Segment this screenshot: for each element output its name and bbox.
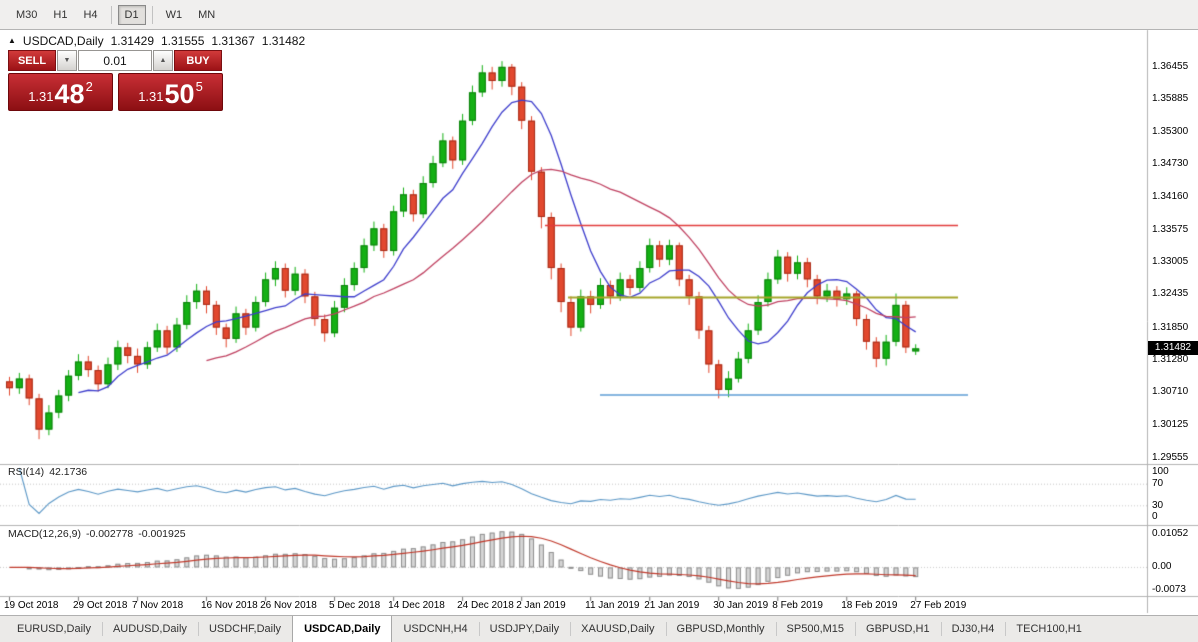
chart-tab-bar: EURUSD,Daily AUDUSD,Daily USDCHF,Daily USDC…	[0, 615, 1198, 642]
price-axis-label: 1.35885	[1152, 92, 1189, 104]
timeframe-button-w1[interactable]: W1	[165, 8, 183, 21]
price-axis-label: 1.33575	[1152, 223, 1189, 235]
time-axis-label: 11 Jan 2019	[585, 600, 640, 611]
ask-price-sup-digit: 5	[195, 79, 203, 94]
bottom-tab-eurusd-daily[interactable]: EURUSD,Daily	[17, 623, 91, 635]
price-axis-label: 1.30710	[1152, 386, 1189, 398]
time-axis-label: 21 Jan 2019	[644, 600, 700, 611]
timeframe-button-h1[interactable]: H1	[53, 8, 68, 21]
macd-indicator-name: MACD(12,26,9)	[8, 528, 81, 540]
trade-prices-row: 1.31 48 2 1.31 50 5	[8, 73, 224, 111]
macd-axis-label: -0.0073	[1152, 584, 1186, 595]
macd-axis-label: 0.01052	[1152, 528, 1189, 539]
price-axis-label: 1.29555	[1152, 451, 1189, 463]
rsi-axis-label: 100	[1152, 466, 1169, 477]
ask-price-main: 1.31	[138, 89, 164, 104]
time-axis-label: 14 Dec 2018	[388, 600, 445, 611]
macd-axis-label: 0.00	[1152, 561, 1172, 573]
price-axis-label: 1.35300	[1152, 126, 1189, 138]
lot-increase-button[interactable]: ▲	[153, 50, 173, 71]
rsi-axis-label: 0	[1152, 511, 1158, 522]
price-axis-label: 1.31280	[1152, 353, 1189, 365]
price-axis-label: 1.32435	[1152, 288, 1189, 300]
bottom-tab-usdcnh-h4[interactable]: USDCNH,H4	[403, 623, 468, 635]
bottom-tab-audusd-daily[interactable]: AUDUSD,Daily	[101, 616, 198, 642]
time-axis-label: 26 Nov 2018	[260, 600, 317, 611]
macd-main-value: -0.002778	[85, 528, 134, 540]
time-axis-label: 5 Dec 2018	[329, 600, 381, 611]
rsi-indicator-value: 42.1736	[49, 466, 88, 478]
rsi-indicator-header: RSI(14) 42.1736	[8, 466, 92, 478]
ask-price-big-digits: 50	[164, 79, 195, 109]
timeframe-button-m30[interactable]: M30	[16, 8, 38, 21]
sell-button[interactable]: SELL	[8, 50, 56, 71]
time-axis-label: 19 Oct 2018	[4, 600, 59, 611]
rsi-axis-label: 30	[1152, 499, 1164, 511]
price-axis-label: 1.34730	[1152, 158, 1189, 170]
bid-price-box[interactable]: 1.31 48 2	[8, 73, 113, 111]
bottom-tab-dj30-h4[interactable]: DJ30,H4	[940, 616, 1006, 642]
time-axis-label: 8 Feb 2019	[772, 600, 823, 611]
time-axis-label: 29 Oct 2018	[72, 600, 128, 611]
bottom-tab-gbpusd-monthly[interactable]: GBPUSD,Monthly	[665, 616, 776, 642]
rsi-axis-label: 70	[1152, 478, 1164, 490]
ohlc-open-value: 1.31429	[110, 34, 154, 48]
timeframe-button-d1[interactable]: D1	[117, 4, 146, 25]
macd-signal-value: -0.001925	[138, 528, 186, 540]
bottom-tab-tech100-h1[interactable]: TECH100,H1	[1005, 616, 1092, 642]
current-price-tag: 1.31482	[1148, 341, 1198, 356]
toolbar-separator	[110, 5, 112, 24]
bid-price-main: 1.31	[28, 89, 54, 104]
bottom-tab-sp500-m15[interactable]: SP500,M15	[775, 616, 855, 642]
ohlc-high-value: 1.31555	[161, 34, 205, 48]
price-axis-label: 1.31850	[1152, 321, 1189, 333]
time-axis-label: 16 Nov 2018	[201, 600, 258, 611]
ohlc-close-value: 1.31482	[261, 34, 306, 48]
time-axis-label: 24 Dec 2018	[457, 600, 514, 611]
buy-button[interactable]: BUY	[174, 50, 222, 71]
price-axis-label: 1.36455	[1152, 60, 1189, 72]
bottom-tab-gbpusd-h1[interactable]: GBPUSD,H1	[855, 616, 941, 642]
chart-header: ▲ USDCAD,Daily 1.31429 1.31555 1.31367 1…	[8, 34, 305, 48]
timeframe-toolbar: M30 H1 H4 D1 W1 MN	[0, 0, 1198, 30]
time-axis-label: 18 Feb 2019	[841, 600, 898, 611]
bottom-tab-usdcad-daily[interactable]: USDCAD,Daily	[292, 616, 393, 642]
trade-controls-row: SELL ▼ 0.01 ▲ BUY	[8, 50, 224, 71]
symbol-marker-icon: ▲	[8, 36, 16, 45]
lot-size-input[interactable]: 0.01	[78, 50, 152, 71]
price-axis-label: 1.33005	[1152, 256, 1189, 268]
price-axis-label: 1.30125	[1152, 419, 1189, 431]
bottom-tab-usdjpy-daily[interactable]: USDJPY,Daily	[478, 616, 571, 642]
lot-dropdown-button[interactable]: ▼	[57, 50, 77, 71]
timeframe-button-h4[interactable]: H4	[83, 8, 98, 21]
macd-indicator-header: MACD(12,26,9) -0.002778 -0.001925	[8, 528, 191, 540]
price-axis-label: 1.34160	[1152, 190, 1189, 202]
one-click-trading-panel: SELL ▼ 0.01 ▲ BUY 1.31 48 2 1.31 50 5	[8, 50, 224, 111]
rsi-indicator-name: RSI(14)	[8, 466, 45, 478]
time-axis-label: 7 Nov 2018	[132, 600, 184, 611]
time-axis-label: 2 Jan 2019	[516, 600, 566, 611]
time-axis-label: 27 Feb 2019	[910, 600, 967, 611]
chart-symbol-label: USDCAD,Daily	[22, 34, 104, 48]
ask-price-box[interactable]: 1.31 50 5	[118, 73, 223, 111]
ohlc-low-value: 1.31367	[211, 34, 255, 48]
bottom-tab-usdchf-daily[interactable]: USDCHF,Daily	[197, 616, 292, 642]
timeframe-button-mn[interactable]: MN	[198, 8, 216, 21]
bottom-tab-xauusd-daily[interactable]: XAUUSD,Daily	[570, 616, 665, 642]
chevron-down-icon: ▼	[63, 57, 71, 64]
bid-price-sup-digit: 2	[85, 79, 93, 94]
bid-price-big-digits: 48	[54, 79, 85, 109]
time-axis-label: 30 Jan 2019	[713, 600, 769, 611]
chevron-up-icon: ▲	[159, 57, 167, 64]
toolbar-separator	[151, 5, 153, 24]
